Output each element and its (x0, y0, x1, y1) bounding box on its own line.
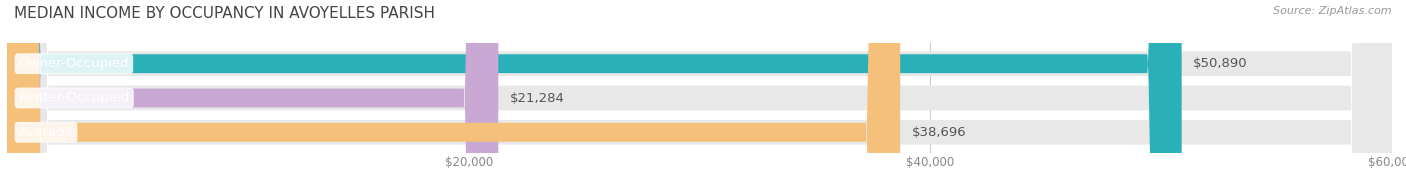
FancyBboxPatch shape (7, 0, 498, 196)
Text: Source: ZipAtlas.com: Source: ZipAtlas.com (1274, 6, 1392, 16)
FancyBboxPatch shape (7, 0, 1392, 196)
FancyBboxPatch shape (7, 0, 1392, 196)
Text: MEDIAN INCOME BY OCCUPANCY IN AVOYELLES PARISH: MEDIAN INCOME BY OCCUPANCY IN AVOYELLES … (14, 6, 434, 21)
Text: Average: Average (18, 126, 73, 139)
Text: Owner-Occupied: Owner-Occupied (18, 57, 129, 70)
FancyBboxPatch shape (7, 0, 1181, 196)
Text: $50,890: $50,890 (1194, 57, 1249, 70)
Text: $21,284: $21,284 (510, 92, 565, 104)
FancyBboxPatch shape (7, 0, 1392, 196)
FancyBboxPatch shape (7, 0, 900, 196)
Text: Renter-Occupied: Renter-Occupied (18, 92, 129, 104)
Text: $38,696: $38,696 (911, 126, 966, 139)
